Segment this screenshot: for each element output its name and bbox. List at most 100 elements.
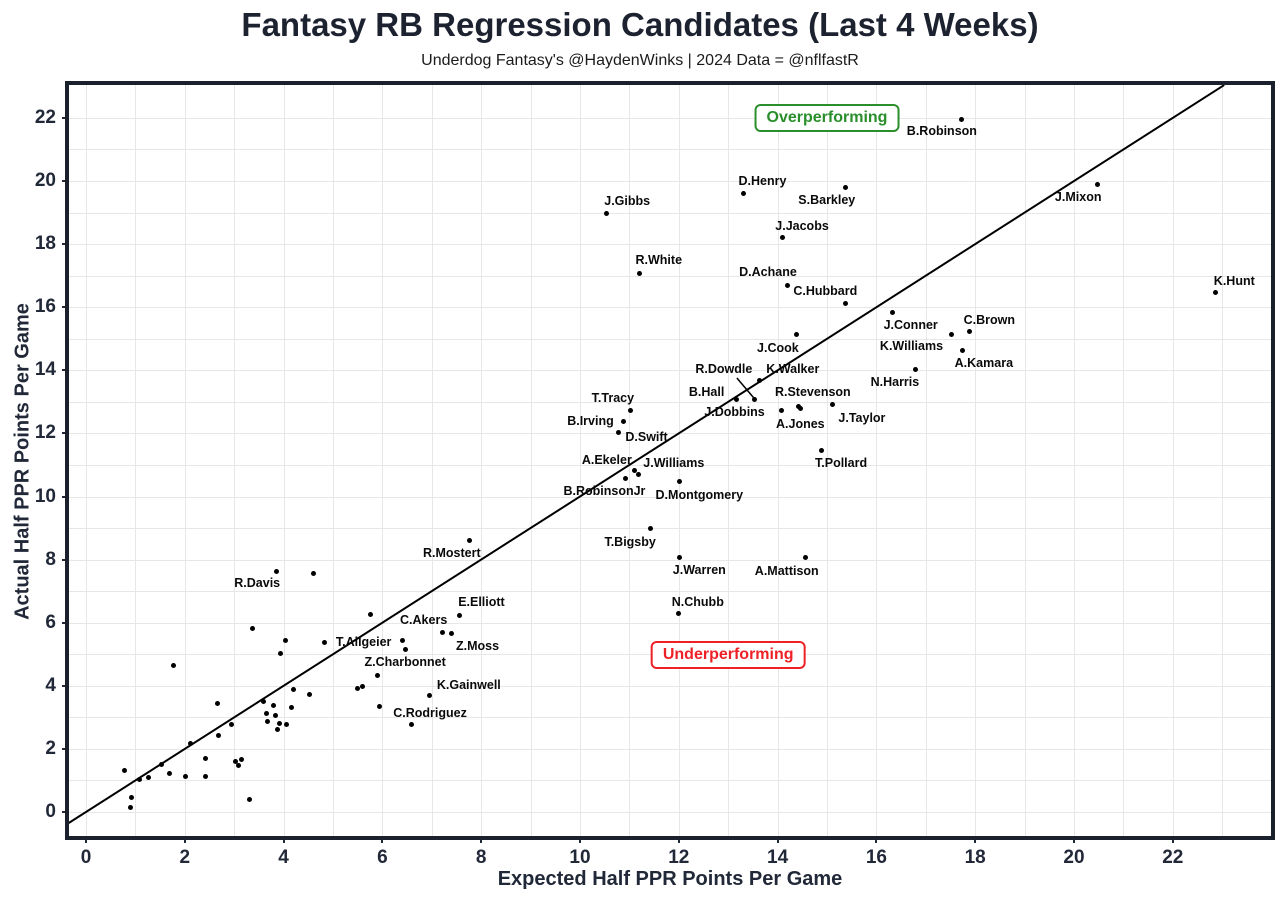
gridline-vertical <box>827 85 828 836</box>
x-tick-label: 20 <box>1063 847 1085 868</box>
data-point-a-jones <box>797 405 803 411</box>
y-axis-title: Actual Half PPR Points Per Game <box>11 303 34 620</box>
x-tick-label: 4 <box>278 847 289 868</box>
gridline-horizontal <box>69 117 1271 119</box>
gridline-horizontal <box>69 559 1271 561</box>
player-label: C.Akers <box>400 612 448 627</box>
x-axis-title: Expected Half PPR Points Per Game <box>497 868 843 890</box>
gridline-horizontal <box>69 307 1271 309</box>
player-label: J.Williams <box>643 456 705 471</box>
data-point-j-williams <box>636 471 642 477</box>
gridline-vertical <box>728 85 730 836</box>
data-point-unlabeled <box>171 663 177 669</box>
player-label: R.White <box>635 253 683 268</box>
x-tick-label: 22 <box>1162 847 1184 868</box>
player-label: J.Mixon <box>1054 190 1102 205</box>
data-point-unlabeled <box>235 763 241 769</box>
data-point-unlabeled <box>278 650 284 656</box>
data-point-unlabeled <box>274 726 280 732</box>
x-tick-mark <box>282 837 285 843</box>
y-tick-label: 22 <box>34 106 56 128</box>
y-tick-mark <box>62 116 68 119</box>
data-point-r-dowdle <box>752 396 758 402</box>
x-tick-label: 0 <box>80 847 92 868</box>
y-tick-label: 2 <box>45 737 56 759</box>
data-point-j-mixon <box>1094 181 1100 187</box>
player-label: A.Jones <box>775 417 825 432</box>
data-point-j-warren <box>676 554 682 560</box>
data-point-unlabeled <box>289 704 295 710</box>
data-point-unlabeled <box>284 722 290 728</box>
data-point-j-cook <box>794 331 800 337</box>
player-label: K.Hunt <box>1213 274 1255 289</box>
data-point-unlabeled <box>375 672 381 678</box>
player-label: T.Bigsby <box>604 534 656 549</box>
x-tick-label: 2 <box>179 847 191 868</box>
data-point-unlabeled <box>188 740 194 746</box>
gridline-vertical <box>86 85 87 836</box>
player-label: C.Brown <box>963 312 1015 327</box>
data-point-c-brown <box>966 329 972 335</box>
y-tick-label: 16 <box>34 296 56 318</box>
data-point-j-taylor <box>830 402 836 408</box>
data-point-unlabeled <box>377 704 383 710</box>
player-label: C.Rodriguez <box>393 705 467 720</box>
gridline-horizontal <box>69 244 1271 246</box>
data-point-unlabeled <box>260 699 266 705</box>
underperforming-annotation: Underperforming <box>650 641 806 670</box>
y-tick-label: 4 <box>45 674 56 696</box>
data-point-b-hall <box>734 397 740 403</box>
chart-title: Fantasy RB Regression Candidates (Last 4… <box>241 6 1039 43</box>
gridline-horizontal <box>69 528 1271 530</box>
data-point-unlabeled <box>233 759 239 765</box>
gridline-horizontal <box>69 212 1271 214</box>
gridline-horizontal <box>69 496 1271 498</box>
y-tick-label: 20 <box>34 170 56 191</box>
x-tick-label: 8 <box>475 847 487 868</box>
x-tick-mark <box>875 837 878 843</box>
x-tick-mark <box>677 837 680 843</box>
data-point-unlabeled <box>158 761 164 767</box>
player-label: Z.Moss <box>456 639 500 654</box>
player-label: S.Barkley <box>798 193 856 208</box>
overperforming-annotation: Overperforming <box>754 103 900 132</box>
data-point-unlabeled <box>128 795 134 801</box>
gridline-vertical <box>530 85 532 836</box>
y-tick-mark <box>62 432 68 435</box>
y-tick-label: 12 <box>34 422 56 444</box>
gridline-horizontal <box>69 622 1271 624</box>
y-tick-label: 18 <box>34 233 56 255</box>
y-tick-label: 8 <box>45 548 56 570</box>
x-tick-mark <box>974 837 977 843</box>
y-tick-mark <box>62 369 68 372</box>
player-label: R.Stevenson <box>774 385 851 400</box>
y-tick-label: 14 <box>34 359 56 381</box>
data-point-j-conner <box>890 309 896 315</box>
gridline-vertical <box>580 85 581 836</box>
gridline-horizontal <box>69 591 1271 593</box>
data-point-a-mattison <box>803 554 809 560</box>
gridline-horizontal <box>69 181 1271 182</box>
y-tick-label: 6 <box>45 611 56 633</box>
player-label: N.Harris <box>870 375 920 390</box>
player-label: T.Tracy <box>591 391 635 406</box>
data-point-unlabeled <box>246 796 252 802</box>
data-point-z-charbonnet <box>402 646 408 652</box>
gridline-vertical <box>1123 85 1125 836</box>
data-point-t-allgeier <box>400 638 406 644</box>
x-tick-mark <box>85 837 87 843</box>
gridline-horizontal <box>69 401 1271 403</box>
gridline-vertical <box>333 85 334 836</box>
y-tick-label: 10 <box>34 485 56 507</box>
gridline-vertical <box>1172 85 1174 836</box>
data-point-unlabeled <box>183 773 189 779</box>
gridline-horizontal <box>69 275 1271 277</box>
data-point-unlabeled <box>136 776 142 782</box>
data-point-k-hunt <box>1212 289 1218 295</box>
player-label: B.Robinson <box>906 124 977 139</box>
data-point-unlabeled <box>265 718 271 724</box>
player-label: A.Mattison <box>754 564 819 579</box>
gridline-vertical <box>777 85 779 836</box>
y-tick-mark <box>62 621 68 624</box>
